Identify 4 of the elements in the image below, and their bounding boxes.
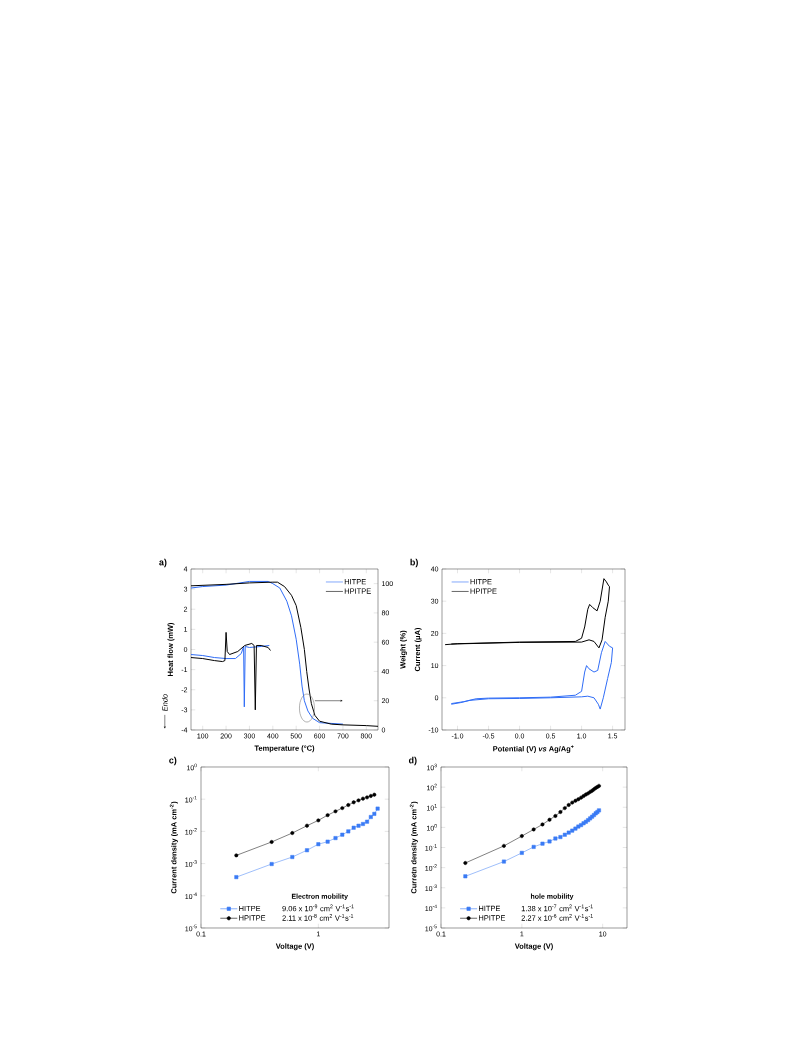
chart-title: c): [169, 756, 177, 766]
chart-title: d): [408, 756, 417, 766]
chart-title: a): [159, 558, 167, 568]
chart-title: b): [410, 558, 418, 568]
